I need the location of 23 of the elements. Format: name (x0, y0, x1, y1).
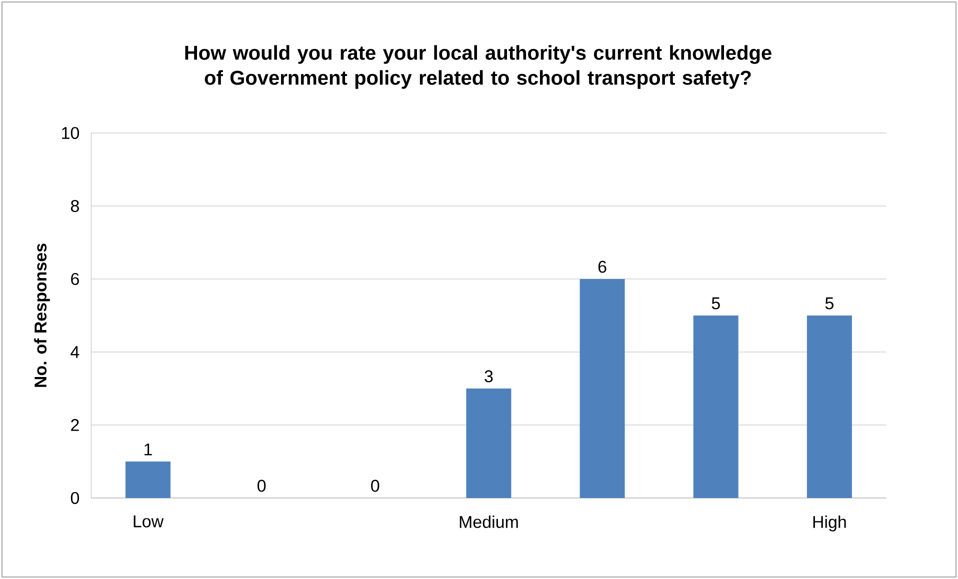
data-label: 6 (598, 260, 606, 273)
y-axis-title: No. of Responses (34, 244, 50, 387)
y-tick-label: 0 (70, 492, 80, 504)
bar (693, 315, 738, 498)
y-tick-label: 2 (71, 419, 79, 431)
data-label: 5 (825, 297, 834, 310)
data-label: 0 (371, 480, 380, 492)
y-tick-label: 8 (70, 200, 79, 212)
x-tick-label: Low (134, 516, 164, 528)
bar (126, 462, 170, 498)
data-label: 3 (484, 370, 493, 382)
y-tick-label: 6 (71, 272, 79, 286)
data-label: 1 (144, 444, 152, 456)
bar (580, 279, 625, 498)
bar (806, 315, 852, 498)
y-tick-label: 10 (62, 126, 80, 140)
data-label: 0 (258, 480, 266, 492)
chart-title: How would you rate your local authority's current knowledge of Government policy related to school transport safety? (185, 45, 772, 89)
x-tick-label: High (813, 516, 846, 532)
bar (466, 388, 512, 498)
x-tick-label: Medium (460, 516, 518, 528)
y-tick-label: 4 (70, 346, 80, 358)
data-label: 5 (712, 297, 720, 310)
